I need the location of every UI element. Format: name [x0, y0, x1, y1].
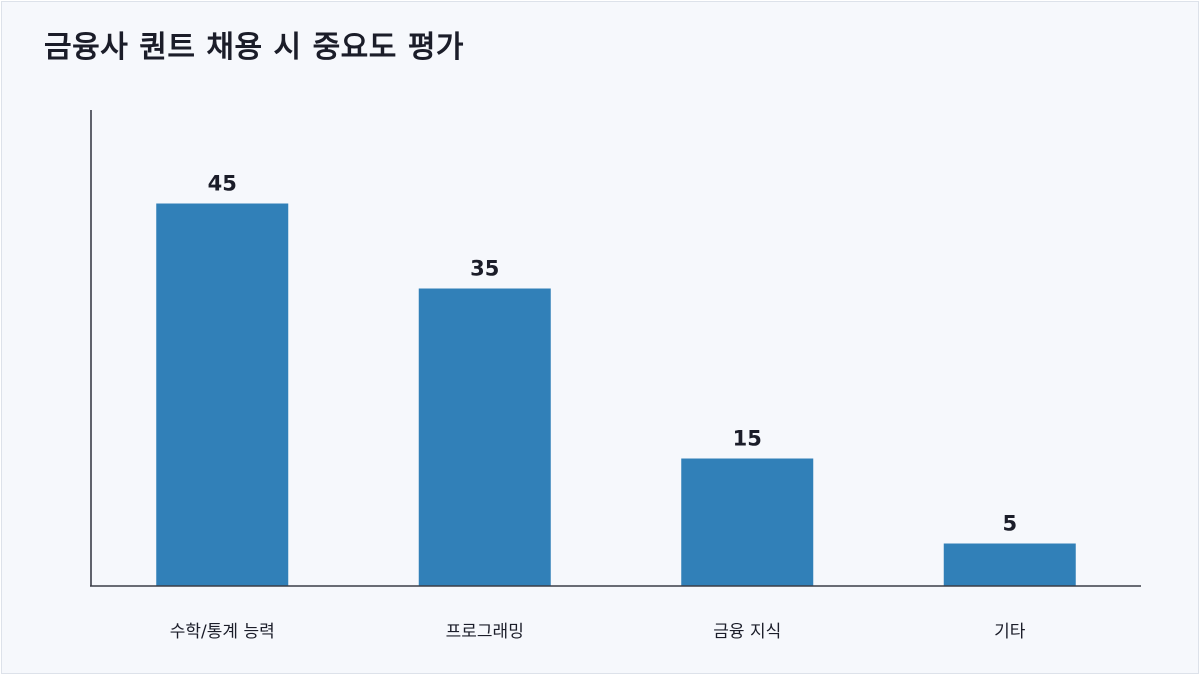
bar-value-label: 45 [208, 172, 237, 196]
bars-group [156, 203, 1076, 586]
bar-value-label: 35 [470, 257, 499, 281]
value-labels-group: 45 35 15 5 [208, 172, 1017, 536]
category-label: 수학/통계 능력 [170, 622, 275, 642]
category-label: 프로그래밍 [446, 622, 524, 642]
bar [681, 458, 814, 586]
bar [943, 543, 1076, 586]
category-label: 금융 지식 [713, 622, 781, 642]
bar-value-label: 15 [733, 427, 762, 451]
bar [156, 203, 289, 586]
category-label: 기타 [994, 622, 1026, 642]
category-labels-group: 수학/통계 능력 프로그래밍 금융 지식 기타 [170, 622, 1026, 642]
chart-title: 금융사 퀀트 채용 시 중요도 평가 [44, 30, 465, 65]
bar-value-label: 5 [1002, 512, 1017, 536]
bar [418, 288, 551, 586]
